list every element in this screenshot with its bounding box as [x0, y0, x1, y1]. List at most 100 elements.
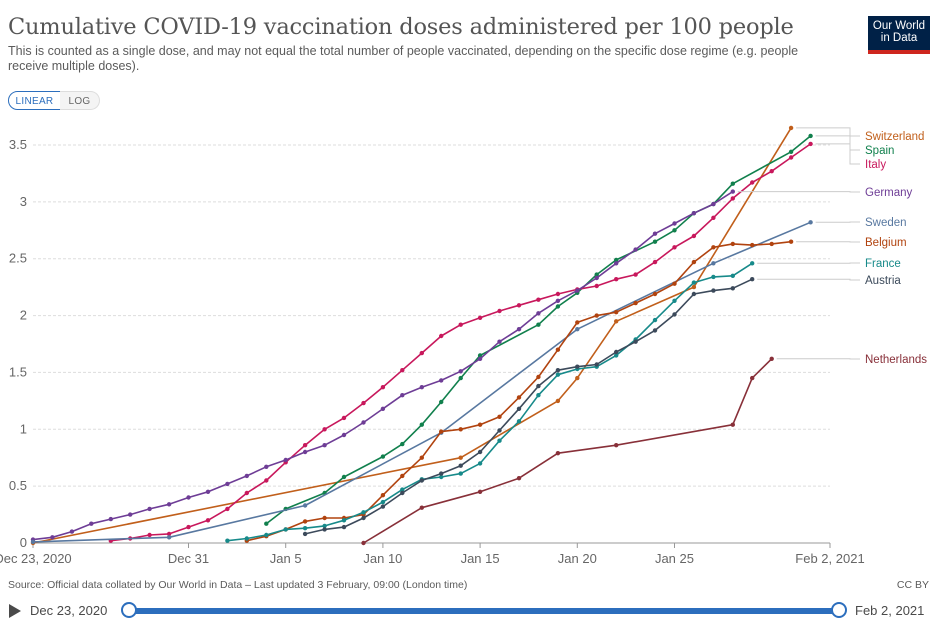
data-point-austria[interactable]: [361, 515, 366, 521]
data-point-spain[interactable]: [652, 239, 658, 244]
data-point-germany[interactable]: [614, 261, 619, 266]
series-germany[interactable]: [30, 189, 735, 542]
data-point-belgium[interactable]: [536, 374, 541, 380]
data-point-belgium[interactable]: [633, 300, 638, 306]
data-point-sweden[interactable]: [166, 535, 172, 540]
data-point-spain[interactable]: [536, 322, 541, 327]
data-point-france[interactable]: [361, 510, 366, 515]
data-point-france[interactable]: [400, 487, 405, 492]
data-point-germany[interactable]: [283, 457, 288, 463]
data-point-austria[interactable]: [750, 277, 755, 282]
data-point-italy[interactable]: [439, 333, 444, 339]
data-point-germany[interactable]: [264, 464, 269, 469]
data-point-austria[interactable]: [477, 449, 483, 455]
series-austria[interactable]: [302, 277, 755, 537]
data-point-germany[interactable]: [361, 420, 366, 425]
data-point-austria[interactable]: [341, 524, 347, 530]
data-point-belgium[interactable]: [400, 473, 405, 479]
data-point-belgium[interactable]: [555, 347, 561, 352]
data-point-netherlands[interactable]: [750, 375, 755, 381]
data-point-belgium[interactable]: [594, 313, 599, 318]
data-point-germany[interactable]: [672, 221, 677, 226]
series-sweden[interactable]: [30, 220, 813, 545]
data-point-italy[interactable]: [555, 291, 561, 297]
data-point-france[interactable]: [672, 298, 677, 303]
data-point-switzerland[interactable]: [575, 375, 580, 381]
license-link[interactable]: CC BY: [896, 579, 929, 591]
series-line-belgium[interactable]: [246, 240, 792, 542]
data-point-italy[interactable]: [672, 245, 677, 250]
data-point-germany[interactable]: [458, 369, 463, 374]
data-point-france[interactable]: [380, 499, 386, 505]
data-point-france[interactable]: [555, 372, 561, 377]
data-point-italy[interactable]: [205, 518, 211, 523]
data-point-austria[interactable]: [497, 428, 502, 433]
data-point-austria[interactable]: [458, 463, 463, 468]
data-point-austria[interactable]: [652, 328, 658, 333]
data-point-france[interactable]: [302, 526, 308, 531]
data-point-italy[interactable]: [691, 233, 697, 239]
data-point-austria[interactable]: [322, 527, 327, 532]
data-point-belgium[interactable]: [439, 429, 444, 434]
data-point-italy[interactable]: [477, 315, 483, 320]
data-point-italy[interactable]: [186, 524, 191, 530]
legend-label-belgium[interactable]: Belgium: [865, 237, 907, 249]
data-point-italy[interactable]: [711, 215, 716, 220]
data-point-spain[interactable]: [380, 454, 386, 459]
data-point-germany[interactable]: [555, 298, 561, 303]
data-point-germany[interactable]: [69, 529, 75, 534]
data-point-spain[interactable]: [439, 399, 444, 405]
legend-label-sweden[interactable]: Sweden: [865, 217, 907, 229]
data-point-france[interactable]: [730, 273, 735, 278]
data-point-italy[interactable]: [614, 277, 619, 282]
data-point-germany[interactable]: [128, 512, 133, 517]
series-line-italy[interactable]: [110, 143, 812, 542]
data-point-germany[interactable]: [225, 481, 230, 487]
data-point-austria[interactable]: [672, 312, 677, 317]
series-belgium[interactable]: [244, 239, 794, 543]
data-point-belgium[interactable]: [419, 455, 424, 460]
series-line-switzerland[interactable]: [32, 127, 792, 544]
timeline-end-handle[interactable]: [831, 602, 847, 618]
data-point-netherlands[interactable]: [730, 422, 735, 427]
data-point-germany[interactable]: [322, 443, 327, 448]
data-point-italy[interactable]: [516, 303, 522, 308]
data-point-spain[interactable]: [264, 521, 269, 526]
series-switzerland[interactable]: [30, 125, 794, 546]
legend-label-france[interactable]: France: [865, 258, 901, 270]
legend-label-switzerland[interactable]: Switzerland: [865, 131, 924, 143]
data-point-germany[interactable]: [147, 506, 152, 512]
data-point-austria[interactable]: [400, 490, 405, 496]
data-point-germany[interactable]: [108, 516, 114, 522]
data-point-belgium[interactable]: [691, 259, 697, 265]
data-point-france[interactable]: [225, 538, 230, 543]
timeline-track[interactable]: [129, 608, 839, 614]
data-point-belgium[interactable]: [730, 241, 735, 247]
series-italy[interactable]: [108, 141, 813, 543]
data-point-france[interactable]: [439, 474, 444, 480]
data-point-spain[interactable]: [458, 375, 463, 381]
data-point-spain[interactable]: [555, 304, 561, 309]
data-point-switzerland[interactable]: [788, 125, 794, 131]
timeline-start-handle[interactable]: [121, 602, 137, 618]
data-point-france[interactable]: [516, 419, 522, 424]
data-point-austria[interactable]: [419, 478, 424, 483]
data-point-france[interactable]: [341, 518, 347, 523]
data-point-austria[interactable]: [536, 383, 541, 389]
legend-label-germany[interactable]: Germany: [865, 187, 913, 199]
data-point-netherlands[interactable]: [516, 476, 522, 481]
data-point-belgium[interactable]: [652, 291, 658, 297]
data-point-germany[interactable]: [536, 311, 541, 316]
data-point-belgium[interactable]: [477, 422, 483, 427]
data-point-belgium[interactable]: [614, 310, 619, 315]
data-point-switzerland[interactable]: [555, 398, 561, 404]
data-point-austria[interactable]: [516, 406, 522, 411]
legend-label-netherlands[interactable]: Netherlands: [865, 354, 927, 366]
data-point-italy[interactable]: [225, 506, 230, 512]
data-point-france[interactable]: [283, 527, 288, 532]
data-point-sweden[interactable]: [808, 220, 813, 225]
data-point-belgium[interactable]: [497, 414, 502, 419]
data-point-france[interactable]: [750, 261, 755, 266]
data-point-germany[interactable]: [516, 327, 522, 332]
data-point-belgium[interactable]: [322, 515, 327, 521]
